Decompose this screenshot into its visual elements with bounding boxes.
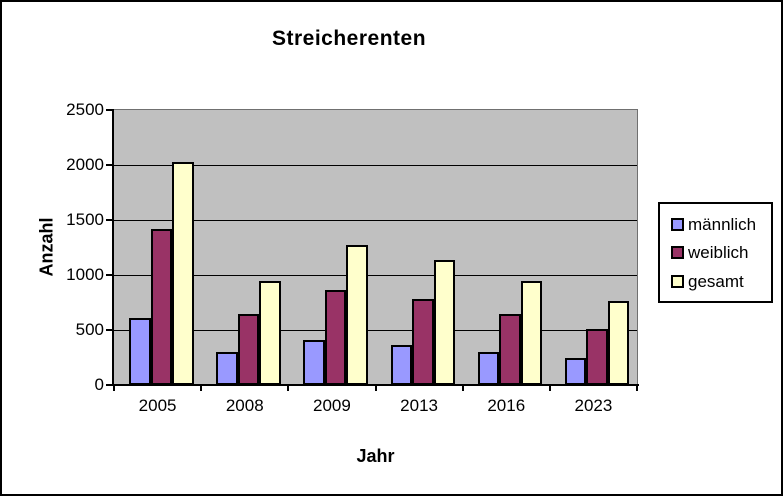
x-tick-mark [200, 385, 203, 391]
x-tick-mark [461, 385, 464, 391]
y-tick-mark [106, 219, 113, 221]
bar-gesamt-2023 [607, 301, 630, 385]
y-tick-mark [106, 164, 113, 166]
legend-label-männlich: männlich [688, 214, 757, 234]
bar-weiblich-2023 [586, 328, 608, 385]
x-tick-mark [287, 385, 290, 391]
x-axis-title: Jahr [356, 446, 395, 466]
x-tick-mark [374, 385, 377, 391]
bar-gesamt-2013 [433, 259, 455, 385]
bar-weiblich-2009 [324, 290, 347, 385]
bar-weiblich-2008 [237, 313, 260, 385]
bar-gesamt-2016 [520, 280, 543, 385]
y-tick-label: 500 [75, 320, 104, 339]
legend-label-weiblich: weiblich [688, 243, 749, 262]
y-tick-label: 1500 [66, 210, 104, 229]
x-tick-label: 2009 [312, 396, 351, 415]
x-tick-label: 2008 [225, 396, 264, 415]
y-tick-mark [106, 384, 113, 386]
legend-swatch-weiblich [671, 246, 684, 259]
x-tick-label: 2023 [574, 396, 613, 415]
gridline-1000 [114, 275, 637, 276]
x-tick-label: 2005 [138, 396, 177, 415]
bar-männlich-2008 [216, 352, 238, 385]
bar-gesamt-2005 [172, 161, 194, 385]
legend-item-gesamt: gesamt [671, 273, 771, 290]
bar-gesamt-2008 [259, 280, 281, 385]
y-axis-line [112, 109, 114, 386]
gridline-2000 [114, 165, 637, 166]
plot-border-top [113, 109, 638, 110]
bar-weiblich-2005 [150, 228, 172, 385]
legend: männlich weiblich gesamt [658, 202, 773, 303]
gridline-500 [114, 330, 637, 331]
plot-area [114, 110, 637, 385]
y-tick-mark [106, 109, 113, 111]
bar-männlich-2009 [303, 339, 325, 385]
chart-title: Streicherenten [271, 27, 427, 50]
x-tick-mark [636, 385, 638, 391]
plot-border-right [637, 109, 638, 385]
x-tick-label: 2013 [400, 396, 438, 415]
legend-item-männlich: männlich [671, 216, 771, 233]
y-tick-label: 0 [94, 375, 104, 394]
bar-männlich-2016 [477, 352, 500, 385]
y-tick-mark [106, 329, 113, 331]
bar-männlich-2023 [564, 357, 587, 385]
y-tick-label: 2500 [66, 100, 104, 119]
bar-gesamt-2009 [346, 245, 368, 385]
x-tick-mark [113, 385, 115, 391]
gridline-1500 [114, 220, 637, 221]
legend-swatch-gesamt [671, 274, 684, 288]
x-tick-mark [548, 385, 551, 391]
y-tick-mark [106, 274, 113, 276]
bar-weiblich-2016 [499, 313, 521, 385]
legend-item-weiblich: weiblich [671, 244, 771, 261]
y-tick-label: 2000 [66, 155, 104, 174]
bar-männlich-2005 [129, 317, 151, 385]
y-tick-label: 1000 [66, 265, 104, 284]
bar-männlich-2013 [390, 345, 412, 385]
bar-weiblich-2013 [412, 299, 434, 385]
x-tick-label: 2016 [487, 396, 526, 415]
legend-label-gesamt: gesamt [688, 271, 744, 291]
legend-swatch-männlich [671, 217, 684, 231]
